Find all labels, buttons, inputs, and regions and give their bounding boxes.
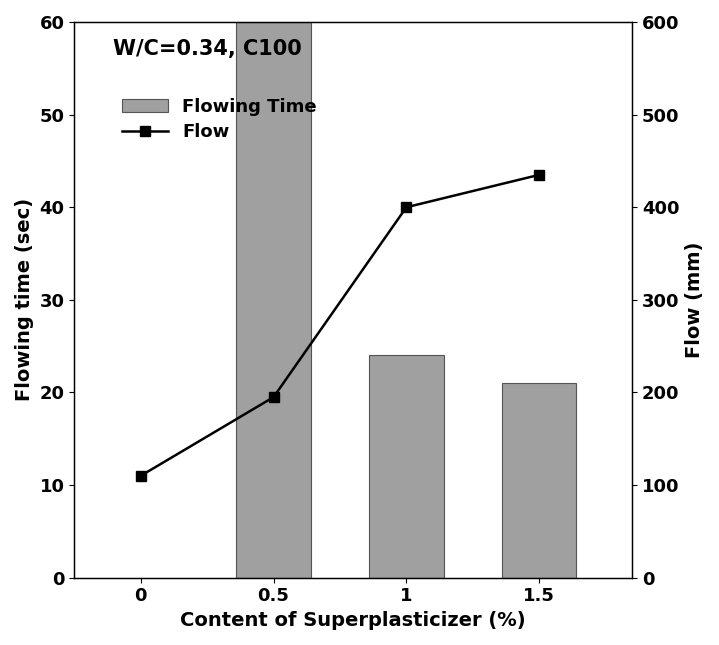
Bar bbox=[502, 383, 577, 578]
Bar bbox=[369, 355, 444, 578]
Text: W/C=0.34, C100: W/C=0.34, C100 bbox=[114, 39, 302, 59]
Legend: Flowing Time, Flow: Flowing Time, Flow bbox=[122, 97, 316, 141]
Y-axis label: Flow (mm): Flow (mm) bbox=[685, 242, 704, 358]
Y-axis label: Flowing time (sec): Flowing time (sec) bbox=[15, 198, 34, 401]
Bar bbox=[237, 22, 311, 578]
X-axis label: Content of Superplasticizer (%): Content of Superplasticizer (%) bbox=[180, 611, 526, 630]
